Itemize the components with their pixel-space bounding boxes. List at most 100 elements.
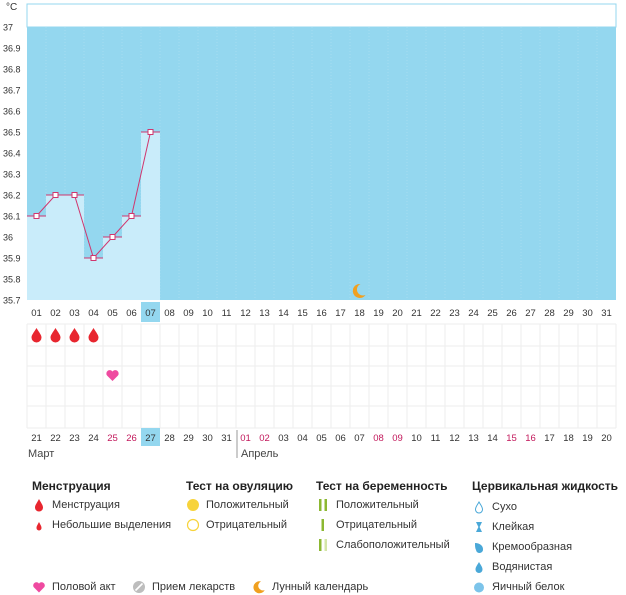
cycle-day-label[interactable]: 22 bbox=[430, 308, 441, 319]
double-line-icon bbox=[319, 499, 327, 511]
legend-moon: Лунный календарь bbox=[252, 580, 368, 594]
cycle-day-axis[interactable]: 01 02 03 04 05 06 07 08 09 10 11 12 13 14 15 16 17 18 19 20… bbox=[31, 302, 612, 322]
cycle-day-label[interactable]: 15 bbox=[297, 308, 308, 319]
y-tick-label: 36.1 bbox=[3, 212, 21, 222]
cycle-day-label[interactable]: 14 bbox=[278, 308, 289, 319]
cycle-day-label[interactable]: 16 bbox=[316, 308, 327, 319]
date-label[interactable]: 15 bbox=[506, 433, 517, 444]
date-label[interactable]: 03 bbox=[278, 433, 289, 444]
cycle-day-label[interactable]: 12 bbox=[240, 308, 251, 319]
temperature-bar bbox=[122, 216, 141, 300]
cycle-day-label[interactable]: 09 bbox=[183, 308, 194, 319]
cycle-day-label[interactable]: 08 bbox=[164, 308, 175, 319]
date-label[interactable]: 10 bbox=[411, 433, 422, 444]
cycle-day-label[interactable]: 10 bbox=[202, 308, 213, 319]
cycle-day-label[interactable]: 03 bbox=[69, 308, 80, 319]
date-label[interactable]: 14 bbox=[487, 433, 498, 444]
date-axis[interactable]: 21 22 23 24 25 26 27 28 29 30 31 01 02 03 04 05 06 07 08 09… bbox=[31, 428, 612, 446]
cycle-day-label[interactable]: 20 bbox=[392, 308, 403, 319]
temperature-point bbox=[147, 129, 154, 135]
temperature-point bbox=[33, 213, 40, 219]
cycle-day-label[interactable]: 23 bbox=[449, 308, 460, 319]
cycle-day-label[interactable]: 05 bbox=[107, 308, 118, 319]
cycle-day-label[interactable]: 06 bbox=[126, 308, 137, 319]
temperature-bar bbox=[65, 195, 84, 300]
date-label[interactable]: 30 bbox=[202, 433, 213, 444]
date-label[interactable]: 08 bbox=[373, 433, 384, 444]
date-label[interactable]: 16 bbox=[525, 433, 536, 444]
y-tick-label: 36.8 bbox=[3, 65, 21, 75]
y-axis-unit: °C bbox=[6, 2, 17, 13]
cycle-day-label[interactable]: 28 bbox=[544, 308, 555, 319]
date-label[interactable]: 09 bbox=[392, 433, 403, 444]
temperature-bar bbox=[46, 195, 65, 300]
cycle-day-label[interactable]: 17 bbox=[335, 308, 346, 319]
temperature-bar bbox=[27, 216, 46, 300]
cycle-day-label[interactable]: 02 bbox=[50, 308, 61, 319]
date-label[interactable]: 06 bbox=[335, 433, 346, 444]
temperature-point bbox=[128, 213, 135, 219]
date-label[interactable]: 02 bbox=[259, 433, 270, 444]
date-label[interactable]: 17 bbox=[544, 433, 555, 444]
date-label[interactable]: 27 bbox=[145, 433, 156, 444]
date-label[interactable]: 07 bbox=[354, 433, 365, 444]
cycle-day-label[interactable]: 11 bbox=[222, 308, 232, 319]
legend-pregnancy-weak: Слабоположительный bbox=[316, 538, 450, 552]
date-label[interactable]: 21 bbox=[31, 433, 42, 444]
current-date-highlight bbox=[141, 428, 160, 446]
drop-icon bbox=[35, 499, 43, 512]
y-tick-label: 36.4 bbox=[3, 149, 21, 159]
cycle-day-label[interactable]: 04 bbox=[88, 308, 99, 319]
date-label[interactable]: 19 bbox=[582, 433, 593, 444]
y-tick-label: 36.7 bbox=[3, 86, 21, 96]
cycle-day-label[interactable]: 29 bbox=[563, 308, 574, 319]
date-label[interactable]: 31 bbox=[221, 433, 232, 444]
date-label[interactable]: 11 bbox=[431, 433, 441, 444]
cycle-day-label[interactable]: 31 bbox=[601, 308, 612, 319]
date-label[interactable]: 13 bbox=[468, 433, 479, 444]
legend-pregnancy-negative: Отрицательный bbox=[316, 518, 417, 532]
cycle-day-label[interactable]: 25 bbox=[487, 308, 498, 319]
cycle-day-label[interactable]: 27 bbox=[525, 308, 536, 319]
date-label[interactable]: 04 bbox=[297, 433, 308, 444]
date-label[interactable]: 22 bbox=[50, 433, 61, 444]
current-day-highlight bbox=[141, 302, 160, 322]
date-label[interactable]: 23 bbox=[69, 433, 80, 444]
cycle-day-label[interactable]: 07 bbox=[145, 308, 156, 319]
menstruation-drop bbox=[50, 328, 61, 343]
drop-tilted-icon bbox=[475, 543, 484, 554]
cycle-day-label[interactable]: 13 bbox=[259, 308, 270, 319]
plot-grid bbox=[45, 27, 598, 300]
date-label[interactable]: 20 bbox=[601, 433, 612, 444]
temperature-bar bbox=[141, 132, 160, 300]
cycle-day-label[interactable]: 01 bbox=[31, 308, 42, 319]
date-label[interactable]: 12 bbox=[449, 433, 460, 444]
menstruation-drop bbox=[88, 328, 99, 343]
legend-cervical-dry: Сухо bbox=[472, 500, 517, 514]
menstruation-drop bbox=[69, 328, 80, 343]
legend-medication: Прием лекарств bbox=[132, 580, 235, 594]
date-label[interactable]: 28 bbox=[164, 433, 175, 444]
cycle-day-label[interactable]: 19 bbox=[373, 308, 384, 319]
cycle-day-label[interactable]: 30 bbox=[582, 308, 593, 319]
date-label[interactable]: 24 bbox=[88, 433, 99, 444]
date-label[interactable]: 18 bbox=[563, 433, 574, 444]
y-tick-label: 36 bbox=[3, 233, 13, 243]
date-label[interactable]: 25 bbox=[107, 433, 118, 444]
date-label[interactable]: 29 bbox=[183, 433, 194, 444]
date-label[interactable]: 26 bbox=[126, 433, 137, 444]
legend-cervical-sticky: Клейкая bbox=[472, 520, 534, 534]
temperature-line bbox=[27, 129, 160, 261]
date-label[interactable]: 05 bbox=[316, 433, 327, 444]
cycle-day-label[interactable]: 18 bbox=[354, 308, 365, 319]
cycle-day-label[interactable]: 26 bbox=[506, 308, 517, 319]
cycle-day-label[interactable]: 24 bbox=[468, 308, 479, 319]
legend-cervical-eggwhite: Яичный белок bbox=[472, 580, 564, 594]
y-tick-label: 36.3 bbox=[3, 170, 21, 180]
pill-icon bbox=[133, 581, 145, 593]
date-label[interactable]: 01 bbox=[240, 433, 251, 444]
temperature-point bbox=[109, 234, 116, 240]
cycle-day-label[interactable]: 21 bbox=[411, 308, 422, 319]
heart-icon bbox=[33, 582, 45, 593]
water-drop-icon bbox=[475, 562, 483, 573]
